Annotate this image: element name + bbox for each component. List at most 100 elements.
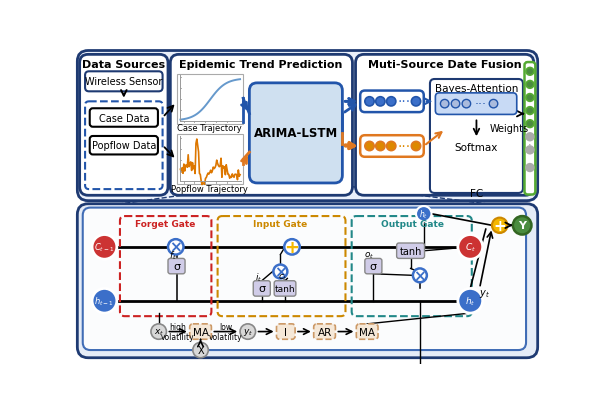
Text: Case Data: Case Data (98, 113, 149, 123)
FancyBboxPatch shape (314, 324, 335, 339)
Circle shape (526, 81, 534, 89)
Text: X: X (197, 345, 204, 355)
Text: Output Gate: Output Gate (380, 220, 443, 229)
Text: $C_t$: $C_t$ (465, 241, 476, 254)
Circle shape (492, 218, 508, 234)
FancyBboxPatch shape (524, 63, 535, 195)
Circle shape (240, 324, 256, 339)
Text: +: + (284, 238, 299, 256)
FancyBboxPatch shape (77, 52, 538, 201)
Text: I: I (284, 327, 287, 337)
Text: Forget Gate: Forget Gate (136, 220, 196, 229)
FancyBboxPatch shape (430, 80, 523, 193)
Text: volatility: volatility (161, 332, 195, 341)
Circle shape (274, 265, 287, 279)
Text: Epidemic Trend Prediction: Epidemic Trend Prediction (179, 60, 343, 70)
FancyBboxPatch shape (190, 324, 211, 339)
Text: Wireless Sensor: Wireless Sensor (85, 77, 163, 87)
Circle shape (376, 142, 385, 151)
Text: +: + (493, 218, 506, 233)
Circle shape (193, 342, 208, 358)
Text: MA: MA (359, 327, 375, 337)
Text: Case Trajectory: Case Trajectory (178, 124, 242, 133)
FancyBboxPatch shape (85, 102, 163, 190)
Circle shape (151, 324, 166, 339)
Circle shape (526, 68, 534, 76)
Circle shape (413, 269, 427, 283)
Text: ARIMA-LSTM: ARIMA-LSTM (254, 127, 338, 140)
Text: $h_{t-1}$: $h_{t-1}$ (94, 295, 115, 307)
FancyBboxPatch shape (253, 281, 271, 297)
Circle shape (376, 97, 385, 107)
FancyBboxPatch shape (274, 281, 296, 297)
Text: $y_t$: $y_t$ (243, 326, 253, 337)
Circle shape (451, 100, 460, 109)
Circle shape (489, 100, 498, 109)
Text: Y: Y (518, 221, 526, 231)
Text: Weights: Weights (490, 123, 529, 133)
Text: $C_{t-1}$: $C_{t-1}$ (94, 241, 115, 254)
Text: $f_t$: $f_t$ (169, 249, 178, 261)
Circle shape (92, 289, 117, 313)
Text: low: low (219, 322, 232, 331)
Circle shape (462, 100, 470, 109)
FancyBboxPatch shape (77, 204, 538, 358)
FancyBboxPatch shape (360, 136, 424, 157)
Circle shape (386, 97, 396, 107)
Text: tanh: tanh (275, 284, 295, 293)
Text: Popflow Trajectory: Popflow Trajectory (172, 184, 248, 193)
Text: $i_t$: $i_t$ (255, 271, 262, 283)
Circle shape (526, 147, 534, 154)
Text: $x_t$: $x_t$ (154, 326, 164, 337)
FancyBboxPatch shape (83, 208, 526, 350)
Text: tanh: tanh (400, 246, 422, 256)
Text: ×: × (413, 268, 426, 283)
Text: ···: ··· (397, 95, 410, 109)
FancyBboxPatch shape (365, 259, 382, 274)
Circle shape (526, 134, 534, 141)
Text: volatility: volatility (209, 332, 242, 341)
Text: Softmax: Softmax (455, 142, 498, 153)
Text: Popflow Data: Popflow Data (92, 141, 156, 151)
Text: σ: σ (258, 284, 265, 294)
Circle shape (526, 121, 534, 128)
Text: MA: MA (193, 327, 209, 337)
Circle shape (513, 216, 532, 235)
Circle shape (168, 240, 184, 255)
Circle shape (440, 100, 449, 109)
Text: $y_t$: $y_t$ (479, 288, 490, 299)
FancyBboxPatch shape (360, 91, 424, 113)
Text: ···: ··· (475, 98, 487, 111)
Text: $c_t$: $c_t$ (278, 272, 287, 283)
Circle shape (458, 289, 482, 313)
FancyBboxPatch shape (356, 324, 378, 339)
Text: $o_t$: $o_t$ (364, 250, 374, 260)
Text: Muti-Source Date Fusion: Muti-Source Date Fusion (368, 60, 521, 70)
FancyBboxPatch shape (356, 55, 534, 196)
Circle shape (386, 142, 396, 151)
Text: Bayes-Attention: Bayes-Attention (435, 84, 518, 94)
Text: ×: × (274, 264, 287, 279)
Circle shape (416, 207, 431, 222)
FancyBboxPatch shape (250, 84, 343, 184)
Text: Input Gate: Input Gate (253, 220, 308, 229)
Text: Data Sources: Data Sources (82, 60, 166, 70)
FancyBboxPatch shape (90, 109, 158, 128)
Text: $h_t$: $h_t$ (465, 295, 475, 307)
FancyBboxPatch shape (80, 55, 168, 196)
Circle shape (526, 164, 534, 172)
Text: ·: · (528, 139, 532, 149)
Circle shape (412, 97, 421, 107)
FancyBboxPatch shape (168, 259, 185, 274)
FancyBboxPatch shape (170, 55, 352, 196)
Text: high: high (170, 322, 187, 331)
Circle shape (412, 142, 421, 151)
Circle shape (526, 94, 534, 102)
Circle shape (458, 235, 482, 260)
FancyBboxPatch shape (277, 324, 295, 339)
FancyBboxPatch shape (85, 72, 163, 92)
FancyBboxPatch shape (436, 94, 517, 115)
Text: σ: σ (370, 261, 377, 272)
Circle shape (92, 235, 117, 260)
Text: ×: × (169, 240, 182, 255)
